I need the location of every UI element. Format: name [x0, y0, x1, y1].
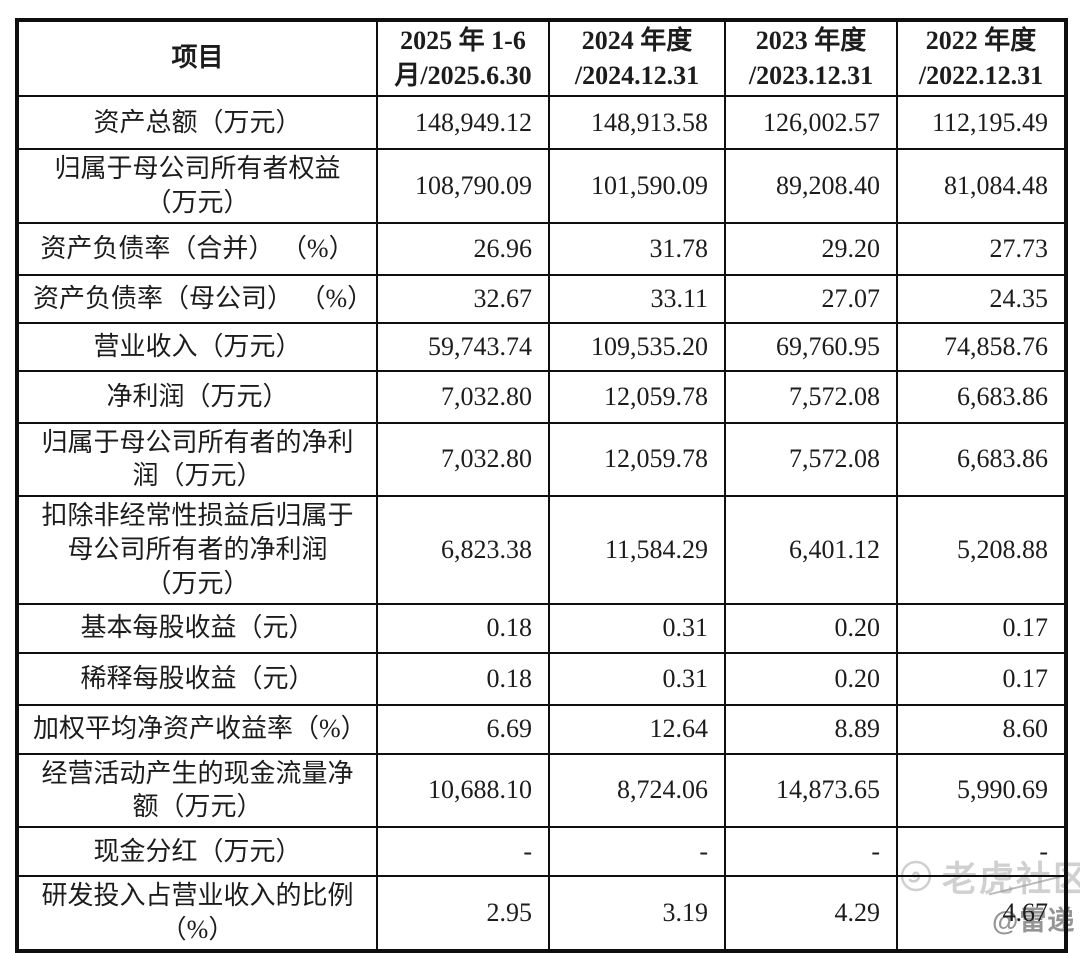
- table-row: 经营活动产生的现金流量净 额（万元） 10,688.10 8,724.06 14…: [16, 752, 1067, 829]
- value-cell: 81,084.48: [896, 148, 1067, 224]
- row-label: 资产总额（万元）: [16, 95, 378, 150]
- value-cell: 31.78: [548, 221, 726, 276]
- value-cell: 6,683.86: [896, 421, 1067, 498]
- table-row: 现金分红（万元） - - - -: [16, 826, 1067, 878]
- financial-summary-table: 项目 2025 年 1-6 月/2025.6.30 2024 年度 /2024.…: [15, 18, 1068, 953]
- value-cell: 0.31: [548, 651, 726, 706]
- header-row: 项目 2025 年 1-6 月/2025.6.30 2024 年度 /2024.…: [16, 19, 1067, 97]
- table-row: 扣除非经常性损益后归属于 母公司所有者的净利润 （万元） 6,823.38 11…: [16, 495, 1067, 605]
- header-period-2025: 2025 年 1-6 月/2025.6.30: [376, 19, 550, 97]
- table-row: 归属于母公司所有者的净利 润（万元） 7,032.80 12,059.78 7,…: [16, 421, 1067, 498]
- table-row: 资产负债率（母公司） （%） 32.67 33.11 27.07 24.35: [16, 273, 1067, 324]
- value-cell: 11,584.29: [548, 495, 726, 605]
- value-cell: 3.19: [548, 875, 726, 952]
- value-cell: 74,858.76: [896, 321, 1067, 372]
- value-cell: 0.17: [896, 602, 1067, 654]
- value-cell: 12,059.78: [548, 369, 726, 424]
- value-cell: -: [376, 826, 550, 878]
- value-cell: 101,590.09: [548, 148, 726, 224]
- row-label: 现金分红（万元）: [16, 826, 378, 878]
- value-cell: 33.11: [548, 273, 726, 324]
- table-row: 资产负债率（合并） （%） 26.96 31.78 29.20 27.73: [16, 221, 1067, 276]
- value-cell: 4.29: [724, 875, 898, 952]
- row-label: 经营活动产生的现金流量净 额（万元）: [16, 752, 378, 829]
- value-cell: 69,760.95: [724, 321, 898, 372]
- table-row: 研发投入占营业收入的比例 （%） 2.95 3.19 4.29 4.67: [16, 875, 1067, 952]
- value-cell: -: [896, 826, 1067, 878]
- financial-summary-table-container: 项目 2025 年 1-6 月/2025.6.30 2024 年度 /2024.…: [15, 18, 1068, 953]
- value-cell: 0.20: [724, 651, 898, 706]
- header-period-2023: 2023 年度 /2023.12.31: [724, 19, 898, 97]
- row-label: 归属于母公司所有者权益 （万元）: [16, 148, 378, 224]
- value-cell: 10,688.10: [376, 752, 550, 829]
- value-cell: 7,032.80: [376, 369, 550, 424]
- header-period-2022: 2022 年度 /2022.12.31: [896, 19, 1067, 97]
- row-label: 加权平均净资产收益率（%）: [16, 703, 378, 755]
- value-cell: 7,032.80: [376, 421, 550, 498]
- row-label: 稀释每股收益（元）: [16, 651, 378, 706]
- value-cell: 0.18: [376, 602, 550, 654]
- value-cell: 6,683.86: [896, 369, 1067, 424]
- row-label: 资产负债率（母公司） （%）: [16, 273, 378, 324]
- value-cell: 6,823.38: [376, 495, 550, 605]
- value-cell: 27.07: [724, 273, 898, 324]
- value-cell: 27.73: [896, 221, 1067, 276]
- value-cell: 0.31: [548, 602, 726, 654]
- value-cell: 24.35: [896, 273, 1067, 324]
- row-label: 资产负债率（合并） （%）: [16, 221, 378, 276]
- value-cell: 0.20: [724, 602, 898, 654]
- value-cell: 59,743.74: [376, 321, 550, 372]
- value-cell: 32.67: [376, 273, 550, 324]
- value-cell: 0.18: [376, 651, 550, 706]
- row-label: 归属于母公司所有者的净利 润（万元）: [16, 421, 378, 498]
- table-row: 归属于母公司所有者权益 （万元） 108,790.09 101,590.09 8…: [16, 148, 1067, 224]
- value-cell: 109,535.20: [548, 321, 726, 372]
- table-row: 资产总额（万元） 148,949.12 148,913.58 126,002.5…: [16, 95, 1067, 150]
- value-cell: 5,990.69: [896, 752, 1067, 829]
- value-cell: 4.67: [896, 875, 1067, 952]
- value-cell: -: [724, 826, 898, 878]
- value-cell: 8,724.06: [548, 752, 726, 829]
- value-cell: 112,195.49: [896, 95, 1067, 150]
- value-cell: 12,059.78: [548, 421, 726, 498]
- header-period-2024: 2024 年度 /2024.12.31: [548, 19, 726, 97]
- value-cell: 108,790.09: [376, 148, 550, 224]
- row-label: 扣除非经常性损益后归属于 母公司所有者的净利润 （万元）: [16, 495, 378, 605]
- value-cell: 148,949.12: [376, 95, 550, 150]
- value-cell: 5,208.88: [896, 495, 1067, 605]
- value-cell: 89,208.40: [724, 148, 898, 224]
- value-cell: 7,572.08: [724, 369, 898, 424]
- value-cell: 7,572.08: [724, 421, 898, 498]
- value-cell: 14,873.65: [724, 752, 898, 829]
- row-label: 营业收入（万元）: [16, 321, 378, 372]
- value-cell: 8.60: [896, 703, 1067, 755]
- value-cell: 0.17: [896, 651, 1067, 706]
- value-cell: -: [548, 826, 726, 878]
- value-cell: 29.20: [724, 221, 898, 276]
- value-cell: 126,002.57: [724, 95, 898, 150]
- value-cell: 6.69: [376, 703, 550, 755]
- value-cell: 6,401.12: [724, 495, 898, 605]
- value-cell: 148,913.58: [548, 95, 726, 150]
- row-label: 基本每股收益（元）: [16, 602, 378, 654]
- table-row: 基本每股收益（元） 0.18 0.31 0.20 0.17: [16, 602, 1067, 654]
- value-cell: 12.64: [548, 703, 726, 755]
- table-row: 净利润（万元） 7,032.80 12,059.78 7,572.08 6,68…: [16, 369, 1067, 424]
- row-label: 净利润（万元）: [16, 369, 378, 424]
- value-cell: 2.95: [376, 875, 550, 952]
- value-cell: 8.89: [724, 703, 898, 755]
- table-row: 加权平均净资产收益率（%） 6.69 12.64 8.89 8.60: [16, 703, 1067, 755]
- header-item: 项目: [16, 19, 378, 97]
- row-label: 研发投入占营业收入的比例 （%）: [16, 875, 378, 952]
- table-row: 稀释每股收益（元） 0.18 0.31 0.20 0.17: [16, 651, 1067, 706]
- table-row: 营业收入（万元） 59,743.74 109,535.20 69,760.95 …: [16, 321, 1067, 372]
- value-cell: 26.96: [376, 221, 550, 276]
